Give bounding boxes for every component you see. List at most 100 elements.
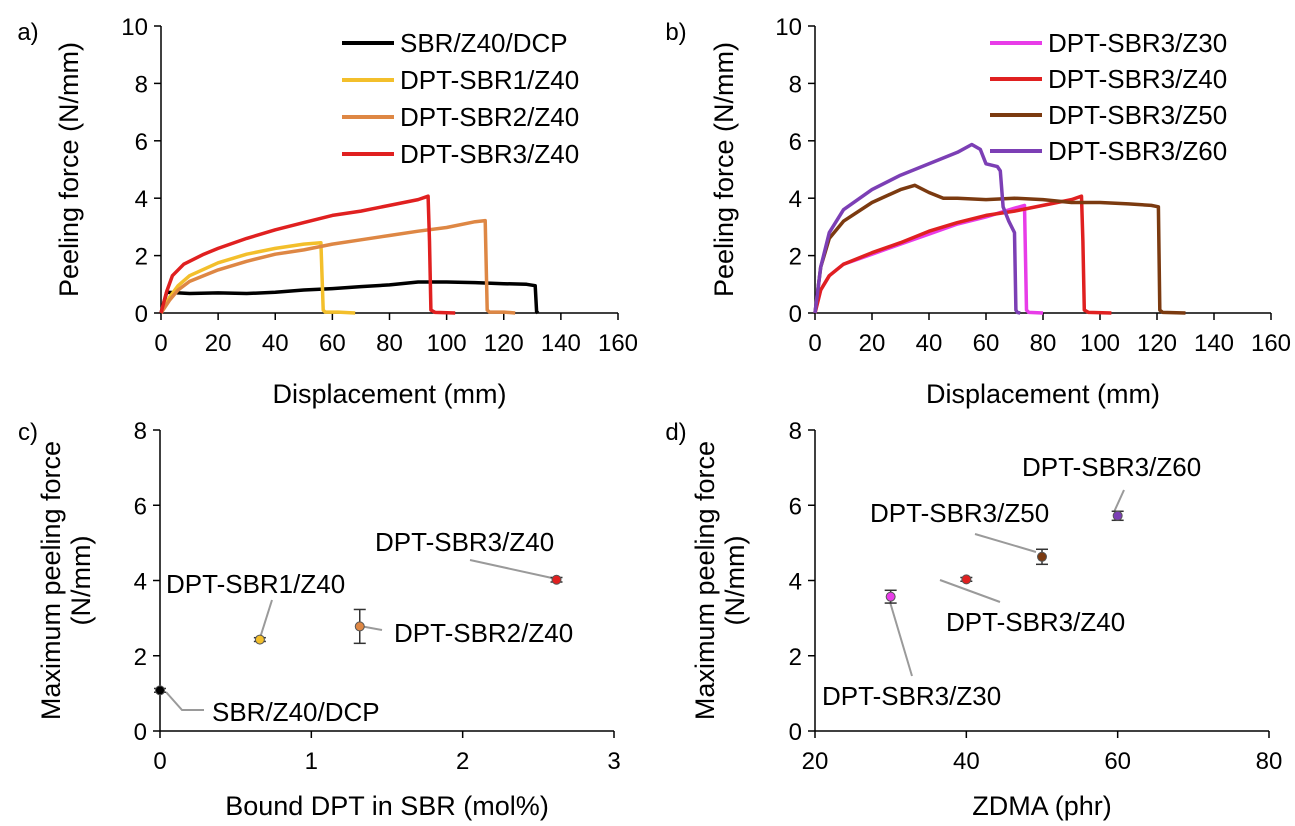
annotation-leader xyxy=(165,691,204,711)
x-tick-label: 3 xyxy=(607,748,620,775)
y-tick-label: 10 xyxy=(775,14,802,41)
y-tick-label: 8 xyxy=(789,418,802,445)
x-tick-label: 140 xyxy=(1194,330,1234,357)
series-line-dpt-sbr1-z40 xyxy=(159,240,356,315)
chart-panel-b: b) 0 20 40 60 80 100 120 140 160 0 2 4 6 8 10 Displaceme… xyxy=(665,14,1291,409)
series-line-dpt-sbr3-z60 xyxy=(813,142,1021,315)
x-tick-label: 60 xyxy=(973,330,1000,357)
x-tick-label: 2 xyxy=(456,748,469,775)
y-tick-label: 6 xyxy=(789,493,802,520)
y-tick-label: 2 xyxy=(789,644,802,671)
x-axis-label: Displacement (mm) xyxy=(272,379,506,409)
x-tick-label: 140 xyxy=(541,330,581,357)
panel-label: c) xyxy=(18,419,38,446)
y-tick-label: 0 xyxy=(789,719,802,746)
point-label: DPT-SBR3/Z40 xyxy=(946,607,1125,637)
x-tick-label: 160 xyxy=(1251,330,1291,357)
x-axis-label: ZDMA (phr) xyxy=(972,791,1112,821)
panel-label: a) xyxy=(17,19,38,46)
point-label: DPT-SBR3/Z30 xyxy=(822,681,1001,711)
series-line-dpt-sbr3-z50 xyxy=(813,183,1186,315)
x-tick-label: 100 xyxy=(1080,330,1120,357)
y-axis-label-line: Maximum peeling force xyxy=(36,441,66,720)
data-point xyxy=(1037,551,1047,562)
point-label: DPT-SBR1/Z40 xyxy=(166,569,345,599)
x-tick-label: 0 xyxy=(153,748,166,775)
series-line-sbr-z40-dcp xyxy=(159,280,540,315)
series-line-dpt-sbr3-z40 xyxy=(813,194,1112,315)
legend-label: DPT-SBR1/Z40 xyxy=(400,65,579,95)
data-point xyxy=(354,621,365,632)
data-point xyxy=(551,574,562,585)
y-tick-label: 0 xyxy=(135,301,148,328)
x-tick-label: 80 xyxy=(1030,330,1057,357)
x-tick-label: 80 xyxy=(1256,748,1283,775)
annotation-leader xyxy=(469,559,553,579)
data-point xyxy=(155,685,165,696)
legend-label: SBR/Z40/DCP xyxy=(400,28,568,58)
x-tick-label: 60 xyxy=(1104,748,1131,775)
data-point xyxy=(254,634,265,645)
point-label: DPT-SBR3/Z50 xyxy=(870,498,1049,528)
annotation-leader xyxy=(1113,489,1125,513)
series-line-dpt-sbr3-z40 xyxy=(159,194,456,315)
y-axis-label-line: Maximum peeling force xyxy=(690,441,720,720)
x-tick-label: 0 xyxy=(808,330,821,357)
chart-panel-c: c) 0 1 2 3 0 2 4 6 8 Bound DPT in SBR (mol%) Maximu… xyxy=(18,418,621,821)
x-tick-label: 20 xyxy=(859,330,886,357)
y-tick-label: 0 xyxy=(134,719,147,746)
x-tick-label: 120 xyxy=(484,330,524,357)
panel-label: b) xyxy=(665,19,686,46)
x-tick-label: 1 xyxy=(305,748,318,775)
y-tick-label: 8 xyxy=(135,71,148,98)
data-point xyxy=(1112,510,1123,521)
annotation-leader xyxy=(974,533,1037,553)
y-tick-label: 2 xyxy=(135,244,148,271)
y-axis-label-line: (N/mm) xyxy=(720,536,750,626)
point-label: SBR/Z40/DCP xyxy=(212,697,380,727)
y-tick-label: 0 xyxy=(789,301,802,328)
data-point xyxy=(885,591,896,602)
y-tick-label: 2 xyxy=(789,244,802,271)
y-tick-label: 8 xyxy=(789,71,802,98)
legend-label: DPT-SBR3/Z40 xyxy=(400,139,579,169)
y-axis-label: Peeling force (N/mm) xyxy=(709,42,739,297)
point-label: DPT-SBR3/Z40 xyxy=(375,527,554,557)
y-axis-label: Peeling force (N/mm) xyxy=(54,42,84,297)
x-tick-label: 40 xyxy=(953,748,980,775)
legend-label: DPT-SBR3/Z50 xyxy=(1048,100,1227,130)
x-tick-label: 120 xyxy=(1137,330,1177,357)
chart-panel-a: a) 0 20 40 60 80 100 120 140 160 0 2 4 6 8 10 Displaceme… xyxy=(17,14,638,409)
y-tick-label: 8 xyxy=(134,418,147,445)
x-tick-label: 160 xyxy=(598,330,638,357)
x-tick-label: 100 xyxy=(427,330,467,357)
x-tick-label: 60 xyxy=(319,330,346,357)
legend-label: DPT-SBR3/Z40 xyxy=(1048,64,1227,94)
y-tick-label: 10 xyxy=(121,14,148,41)
x-tick-label: 0 xyxy=(154,330,167,357)
x-tick-label: 20 xyxy=(802,748,829,775)
legend-label: DPT-SBR3/Z30 xyxy=(1048,28,1227,58)
x-axis-label: Displacement (mm) xyxy=(926,379,1160,409)
chart-panel-d: d) 20 40 60 80 0 2 4 6 8 ZDMA (phr) Maximum peeling… xyxy=(665,418,1282,821)
y-tick-label: 4 xyxy=(789,186,802,213)
annotation-leader xyxy=(259,599,273,639)
x-tick-label: 20 xyxy=(205,330,232,357)
series-line-dpt-sbr2-z40 xyxy=(159,218,516,315)
y-tick-label: 4 xyxy=(789,569,802,596)
y-tick-label: 6 xyxy=(134,493,147,520)
annotation-leader xyxy=(939,579,1001,603)
y-tick-label: 2 xyxy=(134,644,147,671)
x-tick-label: 80 xyxy=(376,330,403,357)
y-tick-label: 6 xyxy=(789,129,802,156)
point-label: DPT-SBR3/Z60 xyxy=(1022,452,1201,482)
x-axis-label: Bound DPT in SBR (mol%) xyxy=(225,791,549,821)
point-label: DPT-SBR2/Z40 xyxy=(394,618,573,648)
y-tick-label: 6 xyxy=(135,129,148,156)
y-axis-label-line: (N/mm) xyxy=(66,536,96,626)
x-tick-label: 40 xyxy=(262,330,289,357)
annotation-leader xyxy=(889,601,913,677)
x-tick-label: 40 xyxy=(916,330,943,357)
panel-label: d) xyxy=(665,419,686,446)
